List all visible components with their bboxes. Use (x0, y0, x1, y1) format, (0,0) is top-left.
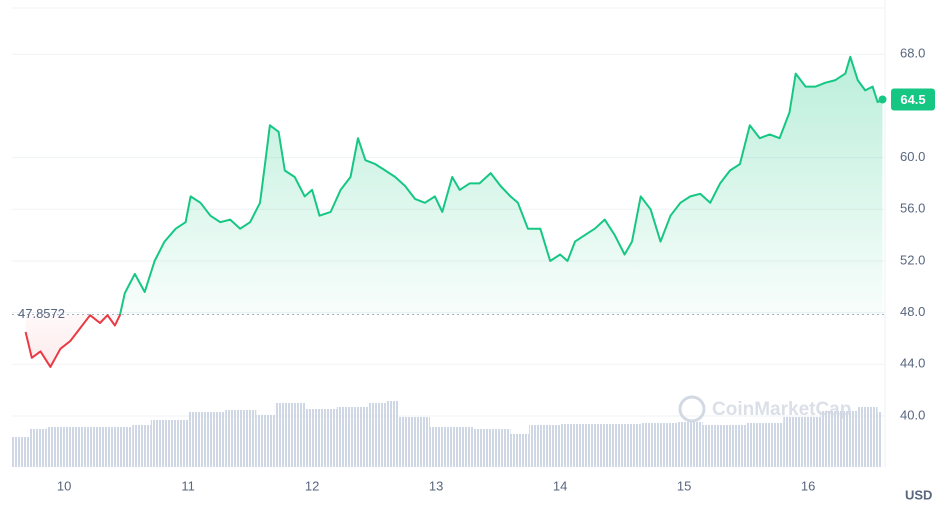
volume-bar (677, 422, 703, 467)
volume-bar (783, 417, 821, 467)
baseline-label: 47.8572 (18, 306, 65, 321)
last-price-badge (891, 88, 935, 111)
watermark-logo (678, 395, 706, 423)
y-tick-label: 44.0 (900, 356, 925, 371)
volume-bar (12, 437, 30, 467)
volume-bar (429, 427, 474, 467)
volume-bar (367, 403, 387, 467)
last-price-label: 64.5 (900, 92, 925, 107)
volume-bar (274, 403, 306, 467)
volume-bar (702, 425, 747, 467)
y-tick-label: 68.0 (900, 46, 925, 61)
x-tick-label: 12 (305, 478, 319, 493)
volume-bar (225, 410, 257, 467)
volume-bar (398, 417, 430, 467)
volume-bar (640, 423, 678, 467)
last-price-dot (878, 95, 887, 104)
price-line (24, 55, 883, 368)
volume-bar (386, 401, 399, 467)
volume-bar (877, 412, 881, 467)
volume-bar (857, 407, 878, 467)
volume-bar (46, 427, 65, 467)
x-tick-label: 10 (57, 478, 71, 493)
y-tick-label: 52.0 (900, 252, 925, 267)
price-area (25, 56, 883, 367)
x-tick-label: 16 (801, 478, 815, 493)
y-tick-label: 48.0 (900, 304, 925, 319)
y-tick-label: 56.0 (900, 201, 925, 216)
y-tick-label: 60.0 (900, 149, 925, 164)
x-tick-label: 14 (553, 478, 567, 493)
volume-bar (256, 415, 275, 467)
volume-bar (510, 434, 530, 467)
volume-bar (64, 427, 102, 467)
x-tick-label: 13 (429, 478, 443, 493)
volume-bar (336, 407, 368, 467)
volume-bar (529, 425, 561, 467)
volume-bar (820, 411, 858, 467)
y-tick-label: 40.0 (900, 407, 925, 422)
volume-bar (29, 429, 47, 467)
watermark: CoinMarketCap (712, 399, 851, 420)
volume-bar (603, 424, 641, 467)
x-tick-label: 15 (677, 478, 691, 493)
x-tick-label: 11 (181, 478, 195, 493)
volume-bar (188, 412, 226, 467)
currency-label: USD (905, 487, 932, 502)
volume-bar (560, 424, 604, 467)
volume-bar (132, 425, 151, 467)
volume-bar (746, 423, 784, 467)
volume-bar (473, 429, 511, 467)
volume-bar (150, 420, 189, 467)
volume-bar (101, 427, 133, 467)
volume-bar (305, 409, 337, 467)
